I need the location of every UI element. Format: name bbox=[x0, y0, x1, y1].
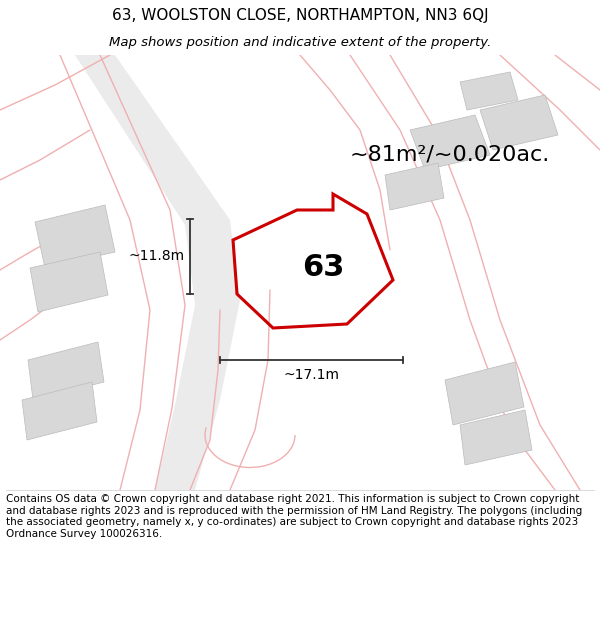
Polygon shape bbox=[385, 163, 444, 210]
Polygon shape bbox=[35, 205, 115, 268]
Polygon shape bbox=[445, 362, 524, 425]
Polygon shape bbox=[28, 342, 104, 400]
Polygon shape bbox=[460, 72, 518, 110]
Text: 63, WOOLSTON CLOSE, NORTHAMPTON, NN3 6QJ: 63, WOOLSTON CLOSE, NORTHAMPTON, NN3 6QJ bbox=[112, 8, 488, 23]
Polygon shape bbox=[480, 95, 558, 150]
Polygon shape bbox=[410, 115, 490, 170]
Text: Map shows position and indicative extent of the property.: Map shows position and indicative extent… bbox=[109, 36, 491, 49]
Text: 63: 63 bbox=[302, 253, 344, 281]
Text: Contains OS data © Crown copyright and database right 2021. This information is : Contains OS data © Crown copyright and d… bbox=[6, 494, 582, 539]
Polygon shape bbox=[30, 252, 108, 312]
Text: ~17.1m: ~17.1m bbox=[284, 368, 340, 382]
Text: ~11.8m: ~11.8m bbox=[129, 249, 185, 264]
Text: ~81m²/~0.020ac.: ~81m²/~0.020ac. bbox=[350, 144, 550, 164]
Polygon shape bbox=[460, 410, 532, 465]
Polygon shape bbox=[22, 382, 97, 440]
Polygon shape bbox=[60, 55, 240, 490]
